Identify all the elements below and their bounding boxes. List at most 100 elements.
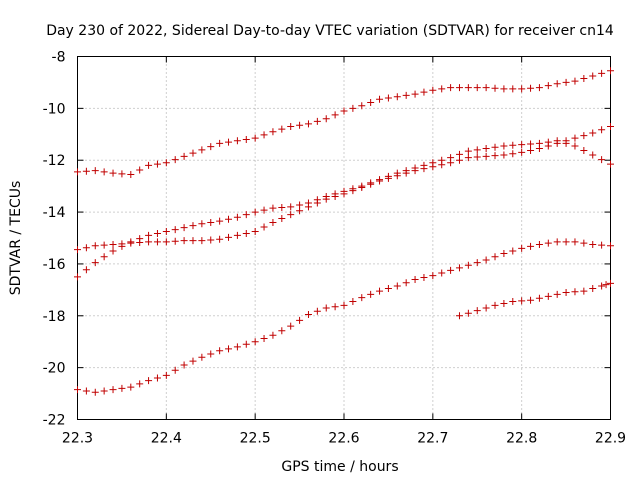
data-point	[136, 235, 144, 243]
data-point	[580, 287, 588, 295]
data-point	[535, 294, 543, 302]
data-point	[589, 240, 597, 248]
data-point	[269, 128, 277, 136]
data-point	[580, 239, 588, 247]
data-point	[402, 279, 410, 287]
chart-title: Day 230 of 2022, Sidereal Day-to-day VTE…	[46, 23, 614, 39]
data-point	[216, 347, 224, 355]
data-point	[527, 296, 535, 304]
data-point	[198, 237, 206, 245]
data-point	[91, 259, 99, 267]
data-point	[207, 143, 215, 151]
data-point	[455, 312, 463, 320]
data-point	[509, 247, 517, 255]
data-point	[553, 238, 561, 246]
data-point	[278, 125, 286, 133]
data-point	[464, 261, 472, 269]
data-point	[562, 139, 570, 147]
data-point	[233, 137, 241, 145]
data-point	[216, 217, 224, 225]
data-point	[598, 69, 606, 77]
data-point	[82, 244, 90, 252]
data-point	[260, 223, 268, 231]
data-point	[225, 215, 233, 223]
data-point	[358, 182, 366, 190]
data-point	[518, 148, 526, 156]
data-point	[74, 273, 81, 281]
data-point	[269, 331, 277, 339]
data-point	[367, 290, 375, 298]
data-point	[233, 213, 241, 221]
data-point	[527, 146, 535, 154]
data-point	[482, 84, 490, 92]
data-point	[242, 229, 250, 237]
data-point	[269, 218, 277, 226]
data-point	[607, 123, 614, 131]
data-point	[562, 238, 570, 246]
data-point	[189, 149, 197, 157]
data-point	[242, 340, 250, 348]
x-tick-label: 22.8	[506, 431, 537, 447]
y-tick-label: -20	[43, 361, 66, 377]
data-point	[562, 288, 570, 296]
data-point	[145, 161, 153, 169]
data-point	[509, 298, 517, 306]
data-point	[438, 85, 446, 93]
data-point	[491, 84, 499, 92]
data-point	[180, 224, 188, 232]
data-point	[607, 160, 614, 168]
y-axis-label: SDTVAR / TECUs	[8, 181, 24, 296]
data-point	[420, 88, 428, 96]
data-point	[127, 238, 135, 246]
data-point	[589, 72, 597, 80]
data-point	[216, 139, 224, 147]
data-point	[340, 187, 348, 195]
data-point	[180, 152, 188, 160]
data-point	[251, 338, 259, 346]
data-point	[198, 220, 206, 228]
data-point	[544, 239, 552, 247]
data-point	[189, 237, 197, 245]
data-point	[527, 242, 535, 250]
data-point	[340, 301, 348, 309]
data-point	[74, 246, 81, 254]
data-point	[580, 146, 588, 154]
data-point	[145, 238, 153, 246]
data-point	[225, 138, 233, 146]
data-point	[331, 190, 339, 198]
data-point	[260, 334, 268, 342]
data-point	[162, 159, 170, 167]
data-point	[349, 104, 357, 112]
data-point	[482, 152, 490, 160]
y-tick-label: -16	[43, 257, 66, 273]
data-point	[109, 247, 117, 255]
data-point	[340, 107, 348, 115]
data-point	[269, 204, 277, 212]
data-point	[509, 150, 517, 158]
data-point	[473, 146, 481, 154]
data-point	[518, 141, 526, 149]
data-point	[118, 170, 126, 178]
axis-ticks	[77, 56, 611, 420]
y-tick-label: -10	[43, 101, 66, 117]
data-point	[455, 264, 463, 272]
data-point	[464, 309, 472, 317]
data-point	[100, 387, 108, 395]
data-point	[100, 253, 108, 261]
x-tick-label: 22.5	[240, 431, 271, 447]
data-point	[162, 371, 170, 379]
data-point	[207, 350, 215, 358]
data-point	[367, 99, 375, 107]
data-point	[82, 167, 90, 175]
data-point	[251, 228, 259, 236]
data-point	[607, 242, 614, 250]
data-point	[473, 307, 481, 315]
data-point	[331, 303, 339, 311]
data-point	[589, 285, 597, 293]
data-point	[376, 287, 384, 295]
data-point	[544, 82, 552, 90]
data-point	[455, 156, 463, 164]
data-point	[500, 151, 508, 159]
data-point	[91, 388, 99, 396]
tick-labels: 22.3 22.4 22.5 22.6 22.7 22.8 22.9 -8 -10 -12 -14 -…	[43, 50, 626, 447]
